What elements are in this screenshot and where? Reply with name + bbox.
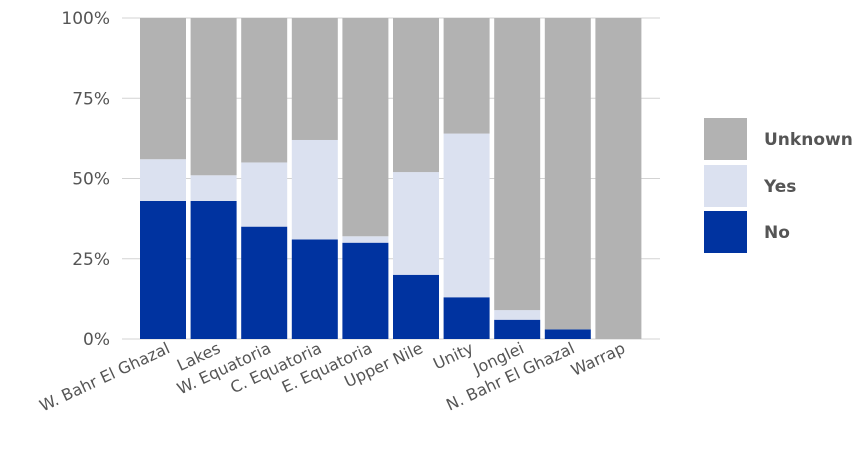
bar-segment-unknown xyxy=(595,18,642,339)
y-tick-label: 100% xyxy=(61,9,110,29)
bar-segment-yes xyxy=(291,139,338,240)
bar-segment-unknown xyxy=(241,18,288,163)
bar-segment-unknown xyxy=(443,18,490,134)
y-axis: 0% 25% 50% 75% 100% xyxy=(61,9,110,350)
bar-segment-no xyxy=(241,226,288,339)
legend-swatch-yes xyxy=(704,165,747,207)
bar-segment-no xyxy=(544,329,591,339)
bar-segment-unknown xyxy=(494,18,541,311)
bar-segment-unknown xyxy=(342,18,389,237)
bar-segment-yes xyxy=(190,175,237,201)
legend-label-unknown: Unknown xyxy=(764,130,853,150)
x-tick-label: Warrap xyxy=(568,338,628,379)
bar-segment-unknown xyxy=(544,18,591,330)
bar-segment-yes xyxy=(241,162,288,227)
bar-segment-yes xyxy=(342,236,389,243)
bar-segment-no xyxy=(393,274,439,339)
y-tick-label: 50% xyxy=(72,170,110,190)
legend-label-yes: Yes xyxy=(763,177,796,197)
y-tick-label: 75% xyxy=(72,89,110,109)
legend-swatch-no xyxy=(704,211,747,253)
bar-segment-yes xyxy=(494,310,541,320)
bar-segment-yes xyxy=(443,133,490,298)
y-tick-label: 25% xyxy=(72,250,110,270)
bar-segment-unknown xyxy=(140,18,186,160)
bar-segment-no xyxy=(291,239,338,339)
bars xyxy=(140,18,642,339)
bar-segment-unknown xyxy=(393,18,439,173)
bar-segment-no xyxy=(443,297,490,339)
bar-segment-unknown xyxy=(190,18,237,176)
bar-segment-no xyxy=(494,319,541,339)
y-tick-label: 0% xyxy=(83,330,110,350)
bar-segment-no xyxy=(190,200,237,339)
bar-segment-yes xyxy=(393,172,439,275)
bar-segment-unknown xyxy=(291,18,338,140)
x-tick-label: Unity xyxy=(430,338,476,373)
legend-label-no: No xyxy=(764,223,790,243)
bar-segment-no xyxy=(342,242,389,339)
bar-segment-yes xyxy=(140,159,186,201)
legend-swatch-unknown xyxy=(704,118,747,160)
bar-segment-no xyxy=(140,200,186,339)
legend: Unknown Yes No xyxy=(704,118,853,253)
